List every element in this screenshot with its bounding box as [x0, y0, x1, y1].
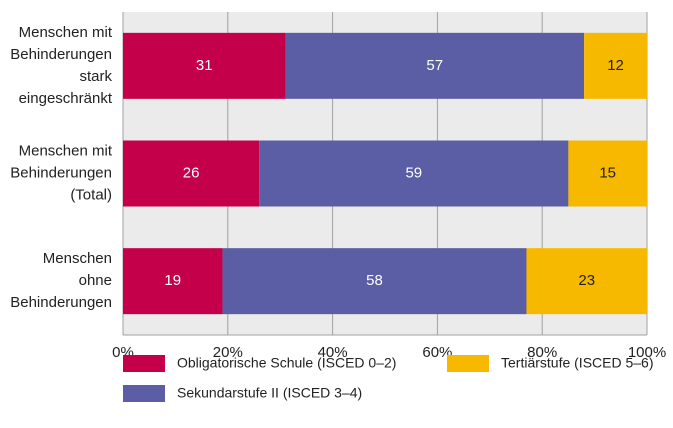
bar: [222, 248, 527, 315]
data-label: 26: [183, 164, 200, 181]
data-label: 59: [405, 164, 422, 181]
bar: [259, 140, 569, 207]
legend-label: Sekundarstufe II (ISCED 3–4): [177, 385, 362, 401]
legend-swatch: [123, 385, 165, 402]
legend-swatch: [447, 355, 489, 372]
y-tick-label: (Total): [70, 186, 112, 203]
legend-label: Tertiärstufe (ISCED 5–6): [501, 355, 654, 371]
bar: [123, 32, 286, 99]
y-tick-label: Menschen mit: [19, 142, 113, 159]
y-tick-label: Behinderungen: [10, 46, 112, 63]
bar: [568, 140, 647, 207]
x-tick-label: 40%: [318, 344, 348, 361]
data-label: 15: [599, 164, 616, 181]
legend-label: Obligatorische Schule (ISCED 0–2): [177, 355, 396, 371]
data-label: 23: [578, 272, 595, 289]
bar: [285, 32, 585, 99]
y-tick-label: eingeschränkt: [19, 90, 113, 107]
data-label: 31: [196, 57, 213, 74]
bar: [123, 140, 260, 207]
y-tick-label: Behinderungen: [10, 294, 112, 311]
x-tick-label: 80%: [527, 344, 557, 361]
y-tick-label: stark: [79, 68, 112, 85]
data-label: 12: [607, 57, 624, 74]
bar: [584, 32, 647, 99]
x-tick-label: 100%: [628, 344, 666, 361]
legend-swatch: [123, 355, 165, 372]
y-tick-label: Menschen: [43, 250, 112, 267]
data-label: 19: [164, 272, 181, 289]
bar: [123, 248, 223, 315]
y-tick-label: Menschen mit: [19, 24, 113, 41]
bar: [526, 248, 647, 315]
data-label: 58: [366, 272, 383, 289]
y-tick-label: Behinderungen: [10, 164, 112, 181]
y-tick-label: ohne: [79, 272, 112, 289]
data-label: 57: [426, 57, 443, 74]
x-tick-label: 60%: [422, 344, 452, 361]
x-tick-label: 20%: [213, 344, 243, 361]
